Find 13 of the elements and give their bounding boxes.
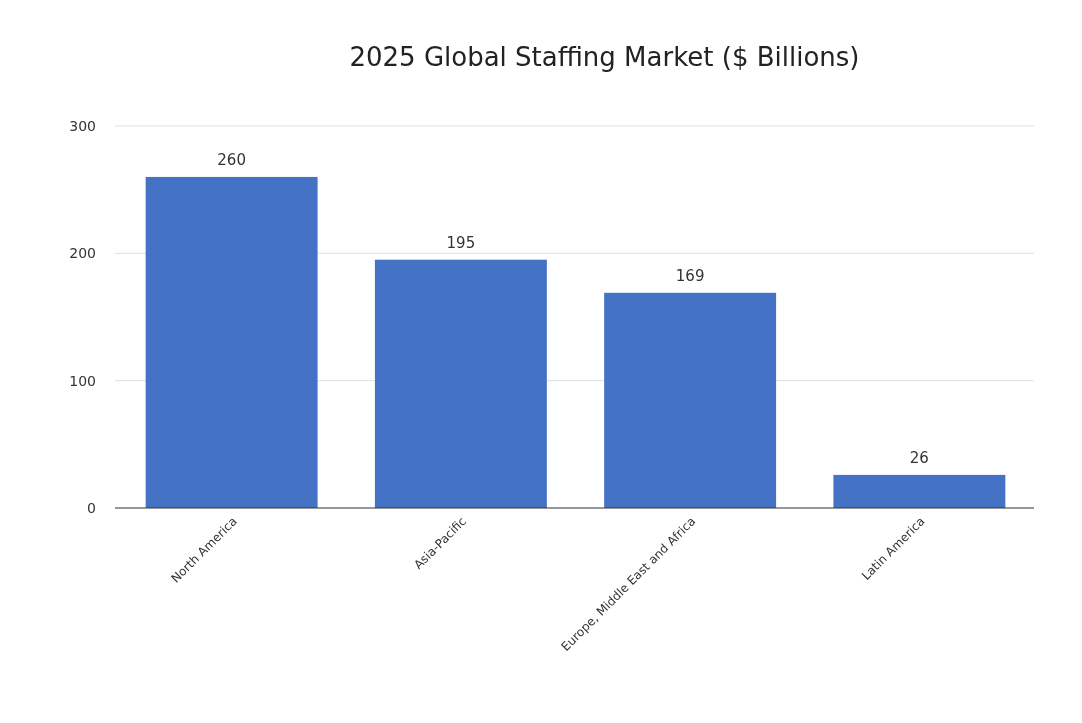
data-label: 260 [217,150,246,169]
chart-title: 2025 Global Staffing Market ($ Billions) [349,42,860,72]
data-label: 169 [675,266,705,285]
y-tick-label: 300 [69,117,96,134]
bar [604,292,777,508]
data-label: 195 [446,233,476,252]
bar [145,176,318,508]
y-tick-label: 100 [69,372,96,389]
bar [374,259,547,508]
data-label: 26 [909,448,929,467]
bar [833,474,1006,508]
y-tick-label: 0 [87,499,96,516]
y-tick-label: 200 [69,245,96,262]
